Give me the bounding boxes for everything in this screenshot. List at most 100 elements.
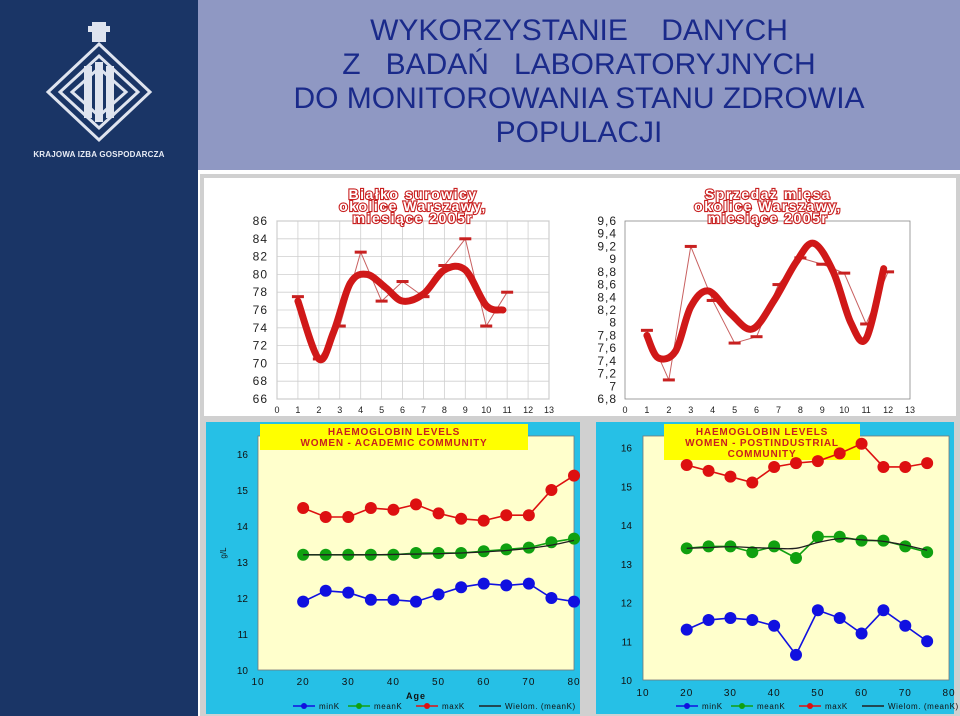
chart-title-line: okolice Warszawy, <box>694 198 842 214</box>
data-point <box>746 546 759 559</box>
data-point <box>396 280 409 284</box>
x-tick-label: 20 <box>297 677 310 688</box>
y-tick-label: 7 <box>609 379 617 393</box>
data-point <box>833 530 846 543</box>
chart-title-line: WOMEN - POSTINDUSTRIAL <box>685 438 839 449</box>
x-tick-label: 10 <box>251 677 264 688</box>
data-point <box>438 264 451 267</box>
data-point <box>899 460 912 473</box>
data-point <box>790 648 802 661</box>
data-point <box>811 455 824 468</box>
data-point <box>724 470 737 483</box>
y-tick-label: 15 <box>237 486 249 497</box>
y-tick-label: 70 <box>253 356 268 370</box>
x-tick-label: 8 <box>798 405 803 415</box>
data-point <box>522 577 535 590</box>
data-point <box>662 378 675 382</box>
header-band <box>198 0 960 170</box>
y-tick-label: 78 <box>253 285 268 299</box>
x-tick-label: 12 <box>523 405 533 415</box>
data-point <box>746 613 759 626</box>
y-tick-label: 10 <box>237 666 249 677</box>
x-tick-label: 0 <box>274 405 279 415</box>
x-tick-label: 6 <box>754 405 759 415</box>
chart-title-box <box>260 424 528 450</box>
trend-line <box>643 239 888 363</box>
data-point <box>432 547 445 559</box>
x-tick-label: 1 <box>295 405 300 415</box>
data-point <box>640 328 653 332</box>
data-point <box>455 581 468 594</box>
data-point <box>432 588 445 601</box>
data-point <box>522 509 535 522</box>
data-point <box>706 298 719 302</box>
y-tick-label: 9,2 <box>597 239 617 253</box>
legend-marker <box>356 703 362 709</box>
chart-title-line: Białko surowicy <box>348 186 477 202</box>
data-point <box>921 546 934 559</box>
y-tick-label: 9,4 <box>597 227 617 241</box>
y-tick-label: 8,2 <box>597 303 617 317</box>
data-point <box>364 593 377 606</box>
x-tick-label: 6 <box>400 405 405 415</box>
y-tick-label: 13 <box>621 560 633 571</box>
trend-line <box>294 262 507 364</box>
y-tick-label: 16 <box>621 444 633 455</box>
data-point <box>680 459 693 472</box>
x-tick-label: 13 <box>905 405 915 415</box>
y-tick-label: 7,2 <box>597 367 617 381</box>
x-tick-label: 11 <box>861 405 870 415</box>
data-point <box>899 619 912 632</box>
x-tick-label: 12 <box>883 405 893 415</box>
data-point <box>724 612 737 625</box>
x-tick-label: 8 <box>442 405 447 415</box>
y-tick-label: 76 <box>253 303 268 317</box>
x-tick-label: 80 <box>942 688 955 699</box>
data-point <box>410 498 422 511</box>
y-tick-label: 8,8 <box>597 265 617 279</box>
y-tick-label: 12 <box>237 594 249 605</box>
y-tick-label: 86 <box>253 214 268 228</box>
legend-label: Wielom. (meanK) <box>505 702 576 711</box>
data-point <box>768 540 781 553</box>
data-point <box>882 270 895 274</box>
x-tick-label: 7 <box>776 405 781 415</box>
x-tick-label: 9 <box>463 405 468 415</box>
y-axis-label: g/L <box>219 547 228 559</box>
y-tick-label: 9,6 <box>597 214 617 228</box>
data-point <box>480 324 493 328</box>
chart-title-line: HAEMOGLOBIN LEVELS <box>696 427 828 438</box>
y-tick-label: 12 <box>621 599 633 610</box>
data-point <box>291 295 304 299</box>
data-point <box>877 604 890 617</box>
y-tick-label: 15 <box>621 482 633 493</box>
legend-marker <box>739 703 745 709</box>
x-tick-label: 3 <box>337 405 342 415</box>
chart-title-box <box>664 424 860 460</box>
data-point <box>501 290 514 294</box>
data-point <box>333 324 346 328</box>
data-point <box>568 469 580 482</box>
y-tick-label: 11 <box>622 637 633 648</box>
data-point <box>921 635 934 648</box>
x-tick-label: 9 <box>820 405 825 415</box>
title-line-1: WYKORZYSTANIE DANYCH <box>370 14 788 47</box>
data-point <box>387 503 400 516</box>
data-point <box>833 447 846 460</box>
legend-label: minK <box>702 702 723 711</box>
data-point <box>410 547 422 559</box>
sidebar: KRAJOWA IZBA GOSPODARCZA <box>0 0 198 716</box>
x-tick-label: 10 <box>839 405 849 415</box>
data-point <box>477 545 490 558</box>
data-point <box>477 577 490 590</box>
y-tick-label: 16 <box>237 450 249 461</box>
x-tick-label: 13 <box>544 405 554 415</box>
y-tick-label: 72 <box>253 339 268 353</box>
x-tick-label: 7 <box>421 405 426 415</box>
x-axis-label: Age <box>406 691 426 701</box>
x-tick-label: 3 <box>688 405 693 415</box>
trend-line <box>686 537 928 551</box>
data-point <box>746 476 759 489</box>
slide-title: WYKORZYSTANIE DANYCH Z BADAŃ LABORATORYJ… <box>198 14 960 150</box>
